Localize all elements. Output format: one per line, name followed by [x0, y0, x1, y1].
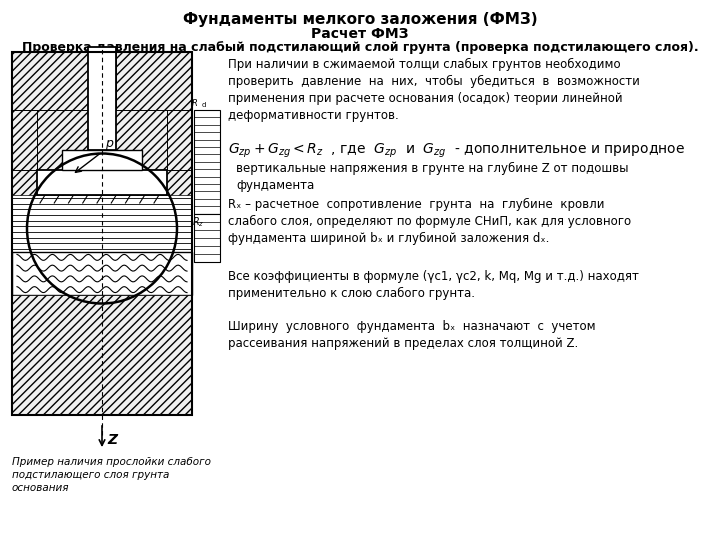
Bar	[12, 110, 37, 170]
Bar	[194, 213, 220, 262]
Bar	[12, 195, 192, 252]
Bar	[12, 52, 192, 415]
Text: Фундаменты мелкого заложения (ФМЗ): Фундаменты мелкого заложения (ФМЗ)	[183, 12, 537, 27]
Text: d: d	[202, 102, 207, 108]
Text: Z: Z	[107, 433, 117, 447]
Bar	[167, 110, 192, 170]
Text: При наличии в сжимаемой толщи слабых грунтов необходимо
проверить  давление  на : При наличии в сжимаемой толщи слабых гру…	[228, 58, 640, 122]
Bar	[12, 252, 192, 295]
Bar	[12, 52, 192, 415]
Text: Пример наличия прослойки слабого
подстилающего слоя грунта
основания: Пример наличия прослойки слабого подстил…	[12, 457, 211, 494]
Text: Все коэффициенты в формуле (γc1, γc2, k, Mq, Mg и т.д.) находят
применительно к : Все коэффициенты в формуле (γc1, γc2, k,…	[228, 270, 639, 300]
Text: $G_{zp} + G_{zg} < R_z$  , где  $G_{zp}$  и  $G_{zg}$  - дополнительное и природ: $G_{zp} + G_{zg} < R_z$ , где $G_{zp}$ и…	[228, 142, 685, 160]
Text: вертикальные напряжения в грунте на глубине Z от подошвы
фундамента: вертикальные напряжения в грунте на глуб…	[236, 162, 629, 192]
Text: Расчет ФМЗ: Расчет ФМЗ	[311, 27, 409, 41]
Bar	[62, 150, 142, 170]
Bar	[88, 47, 116, 150]
Text: $R_z$: $R_z$	[192, 215, 204, 230]
Bar	[12, 52, 88, 110]
Bar	[37, 170, 167, 195]
Bar	[194, 110, 220, 213]
Text: Проверка давления на слабый подстилающий слой грунта (проверка подстилающего сло: Проверка давления на слабый подстилающий…	[22, 41, 698, 54]
Text: p: p	[105, 137, 113, 150]
Bar	[116, 52, 192, 110]
Text: R: R	[192, 99, 198, 108]
Bar	[12, 295, 192, 415]
Text: Ширину  условного  фундамента  bₓ  назначают  с  учетом
рассеивания напряжений в: Ширину условного фундамента bₓ назначают…	[228, 320, 595, 350]
Text: Rₓ – расчетное  сопротивление  грунта  на  глубине  кровли
слабого слоя, определ: Rₓ – расчетное сопротивление грунта на г…	[228, 198, 631, 245]
